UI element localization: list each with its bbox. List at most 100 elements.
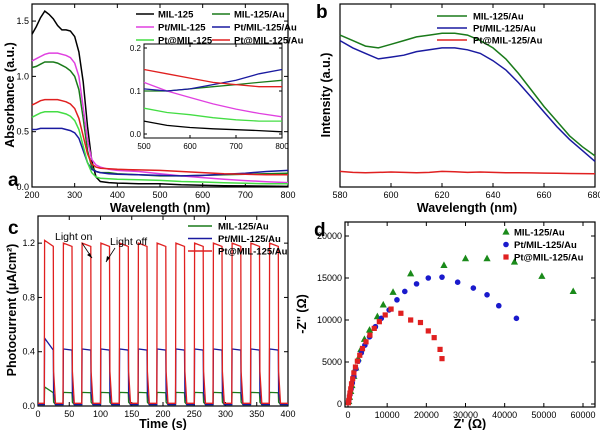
panel-c-xtick-label: 100 xyxy=(93,409,108,419)
panel-d-ytick-label: 0 xyxy=(337,399,342,409)
point-mil-125-au xyxy=(365,326,374,333)
panel-c-xtick-label: 250 xyxy=(187,409,202,419)
panel-d-xtick-label: 50000 xyxy=(531,410,556,420)
point-pt-mil-125-au xyxy=(351,370,357,376)
panel-b-xtick-label: 660 xyxy=(536,190,551,200)
point-pt-mil-125-au xyxy=(346,394,352,400)
panel-d-legend-marker xyxy=(503,254,509,260)
panel-a-ytick-label: 0.0 xyxy=(16,182,29,192)
point-pt-mil-125-au xyxy=(413,281,420,287)
series-line-pt-mil-125 xyxy=(31,52,289,184)
panel-a-inset-ytick-label: 0.1 xyxy=(130,87,142,96)
panel-a-xtick-label: 200 xyxy=(24,190,39,200)
series-line-mil-125 xyxy=(31,10,289,188)
point-pt-mil-125-au xyxy=(363,339,369,345)
panel-d-legend-marker xyxy=(502,228,510,235)
point-mil-125-au xyxy=(461,254,470,262)
point-mil-125-au xyxy=(510,258,519,265)
panel-a-xtick-label: 300 xyxy=(67,190,82,200)
point-pt-mil-125-au xyxy=(359,345,366,352)
point-pt-mil-125-au xyxy=(425,275,432,281)
panel-c-ylabel: Photocurrent (μA/cm²) xyxy=(5,244,19,377)
light-off-label: Light off xyxy=(110,236,147,248)
panel-d-ticks: 0 10000 20000 30000 40000 50000 60000 0 5000 1000… xyxy=(317,222,596,420)
point-pt-mil-125-au xyxy=(513,315,520,322)
panel-c-legend-label: Pt/MIL-125/Au xyxy=(218,234,281,245)
panel-c-xlabel: Time (s) xyxy=(139,417,187,430)
panel-b-ylabel: Intensity (a.u.) xyxy=(319,53,333,138)
point-pt-mil-125-au xyxy=(401,288,408,295)
panel-a-xtick-label: 500 xyxy=(152,190,167,200)
series-line-pt-mil-125-au xyxy=(339,39,596,162)
point-pt-mil-125-au xyxy=(439,274,445,280)
panel-a-inset-xtick-label: 500 xyxy=(137,142,151,151)
panel-d-legend-label: MIL-125/Au xyxy=(514,228,565,239)
point-mil-125-au xyxy=(538,272,546,279)
panel-a-ytick-label: 1.0 xyxy=(16,71,29,81)
point-mil-125-au xyxy=(379,300,387,308)
panel-d-xlabel: Z' (Ω) xyxy=(454,417,486,430)
point-pt-mil-125-au xyxy=(439,356,445,362)
panel-c-xtick-label: 200 xyxy=(155,409,170,419)
point-pt-mil-125-au xyxy=(352,364,359,370)
panel-c-xtick-label: 50 xyxy=(64,409,74,419)
panel-d-ytick-label: 20000 xyxy=(317,231,342,241)
panel-d-xtick-label: 20000 xyxy=(414,410,439,420)
panel-d-ylabel: -Z'' (Ω) xyxy=(295,294,309,334)
panel-a-inset: 500 600 700 800 0.0 0.1 0.2 xyxy=(130,44,289,151)
point-pt-mil-125-au xyxy=(348,386,354,392)
panel-c-legend-label: Pt@MIL-125/Au xyxy=(218,247,288,258)
panel-b-xlabel: Wavelength (nm) xyxy=(417,201,517,215)
panel-b-xtick-label: 600 xyxy=(383,190,398,200)
panel-d-ytick-label: 5000 xyxy=(322,357,342,367)
series-line-pt-mil-125-au xyxy=(38,239,288,404)
point-mil-125-au xyxy=(569,287,577,295)
panel-a-ytick-label: 1.5 xyxy=(16,16,29,26)
panel-c-ticks: 0 50 100 150 200 250 300 350 400 0.0 0.4 0.8 1.2 xyxy=(22,216,296,419)
panel-c-xtick-label: 350 xyxy=(249,409,264,419)
point-mil-125-au xyxy=(407,269,415,277)
inset-line-pt-mil-125-au xyxy=(143,68,282,88)
panel-a-series xyxy=(31,10,289,188)
panel-d-frame xyxy=(344,221,596,408)
panel-a-xtick-label: 700 xyxy=(238,190,253,200)
point-pt-mil-125-au xyxy=(470,285,477,291)
panel-d-legend-label: Pt/MIL-125/Au xyxy=(514,240,577,251)
panel-a-letter: a xyxy=(8,170,19,191)
point-pt-mil-125-au xyxy=(354,358,360,364)
panel-d-legend-label: Pt@MIL-125/Au xyxy=(514,253,584,264)
panel-a-ytick-label: 0.5 xyxy=(16,127,29,137)
point-pt-mil-125-au xyxy=(388,306,394,312)
panel-a-inset-ytick-label: 0.2 xyxy=(130,44,142,53)
panel-d-ytick-label: 15000 xyxy=(317,273,342,283)
panel-c-ytick-label: 0.8 xyxy=(22,292,35,302)
panel-d-ytick-label: 10000 xyxy=(317,315,342,325)
panel-d-xtick-label: 30000 xyxy=(453,410,478,420)
panel-b-xtick-label: 620 xyxy=(434,190,449,200)
panel-b-legend-label: Pt@MIL-125/Au xyxy=(473,36,543,47)
panel-d-xtick-label: 0 xyxy=(345,410,350,420)
panel-b-series xyxy=(339,32,596,175)
panel-d-legend-marker xyxy=(503,241,509,248)
series-line-pt-mil-125-au xyxy=(339,170,596,175)
panel-b-legend-label: Pt/MIL-125/Au xyxy=(473,24,536,35)
point-pt-mil-125-au xyxy=(371,325,377,331)
panel-a-legend-label: MIL-125 xyxy=(158,10,194,21)
panel-b-legend-label: MIL-125/Au xyxy=(473,12,524,23)
panel-a-legend-label: Pt/MIL-125 xyxy=(158,23,206,34)
panel-a-inset-xtick-label: 800 xyxy=(275,142,289,151)
panel-b-frame xyxy=(339,3,596,188)
panel-d-xtick-label: 10000 xyxy=(375,410,400,420)
panel-a-legend-label: Pt/MIL-125/Au xyxy=(234,23,297,34)
panel-a-inset-xtick-label: 600 xyxy=(183,142,197,151)
panel-d-letter: d xyxy=(314,220,326,241)
panel-a-ylabel: Absorbance (a.u.) xyxy=(3,42,17,148)
point-pt-mil-125-au xyxy=(376,319,382,325)
panel-a-xtick-label: 800 xyxy=(280,190,295,200)
panel-b-letter: b xyxy=(316,2,328,23)
point-pt-mil-125-au xyxy=(382,312,388,318)
panel-b-xtick-label: 580 xyxy=(332,190,347,200)
